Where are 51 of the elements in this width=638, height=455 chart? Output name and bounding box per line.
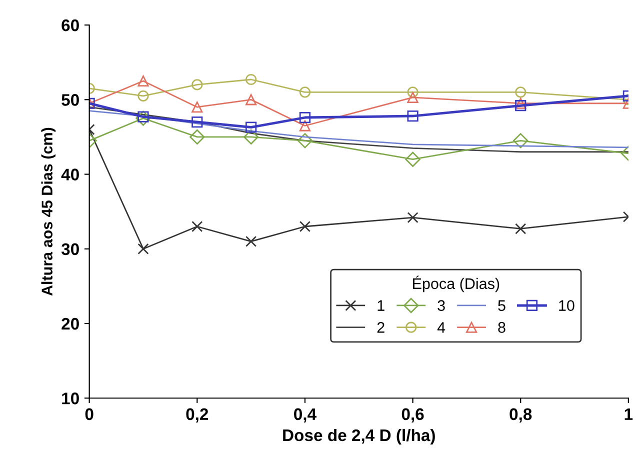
- point: [192, 220, 203, 232]
- point: [138, 90, 149, 102]
- point: [192, 79, 203, 90]
- point: [299, 112, 311, 124]
- x-tick-label: 1: [624, 408, 633, 420]
- point: [407, 86, 418, 98]
- point: [245, 74, 257, 86]
- point: [138, 75, 149, 87]
- y-tick-label: 40: [61, 168, 79, 180]
- x-tick-label: 0,2: [186, 408, 208, 423]
- point: [515, 86, 526, 98]
- x-tick-label: 0,8: [510, 408, 532, 423]
- y-tick-label: 30: [61, 243, 79, 256]
- point: [405, 152, 420, 167]
- point: [190, 129, 205, 145]
- y-tick-label: 60: [62, 19, 79, 32]
- x-tick-label: 0,4: [294, 408, 316, 423]
- point: [138, 243, 149, 254]
- y-axis-title: Altura aos 45 Dias (cm): [41, 128, 56, 296]
- legend-title: Época (Dias): [413, 276, 500, 292]
- y-tick-label: 20: [62, 318, 79, 330]
- x-tick-label: 0: [85, 408, 94, 420]
- point: [515, 98, 526, 109]
- point: [515, 223, 526, 234]
- point: [407, 212, 418, 224]
- point: [515, 100, 526, 112]
- legend-label: 8: [498, 322, 506, 333]
- legend-label: 2: [377, 322, 384, 333]
- point: [299, 120, 311, 132]
- legend-label: 5: [498, 300, 506, 311]
- point: [192, 116, 203, 128]
- point: [245, 236, 257, 247]
- y-tick-label: 10: [62, 392, 79, 404]
- point: [243, 129, 259, 145]
- point: [407, 92, 418, 103]
- legend-label: 10: [559, 300, 574, 311]
- x-axis-title: Dose de 2,4 D (l/ha): [283, 428, 435, 444]
- point: [192, 102, 203, 113]
- point: [245, 122, 257, 133]
- point: [513, 133, 528, 148]
- y-tick-label: 50: [62, 94, 79, 106]
- point: [297, 133, 313, 148]
- legend-label: 1: [378, 300, 384, 311]
- x-tick-label: 0,6: [402, 408, 424, 423]
- legend-label: 4: [437, 322, 446, 333]
- point: [245, 94, 257, 106]
- point: [299, 220, 311, 232]
- point: [136, 110, 151, 126]
- legend-label: 3: [438, 300, 445, 311]
- point: [407, 110, 418, 122]
- point: [299, 86, 311, 98]
